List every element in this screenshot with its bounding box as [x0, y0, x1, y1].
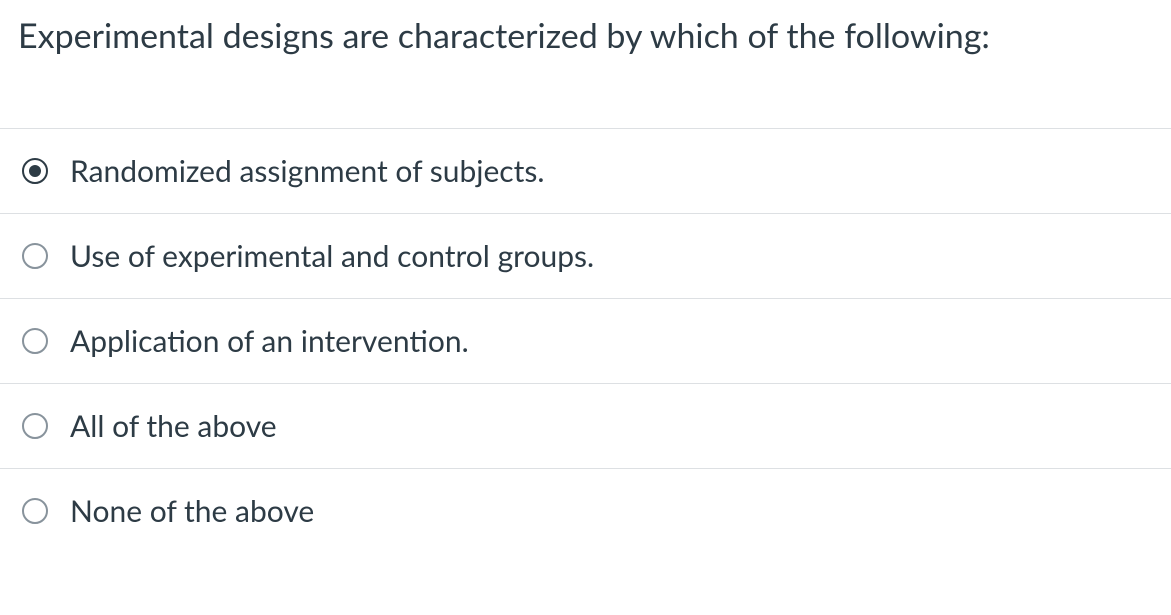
option-row-0[interactable]: Randomized assignment of subjects.	[0, 128, 1171, 213]
radio-button-3[interactable]	[22, 413, 48, 439]
option-row-1[interactable]: Use of experimental and control groups.	[0, 213, 1171, 298]
option-label-1: Use of experimental and control groups.	[70, 238, 594, 274]
option-row-2[interactable]: Application of an intervention.	[0, 298, 1171, 383]
options-list: Randomized assignment of subjects. Use o…	[0, 128, 1171, 553]
radio-button-1[interactable]	[22, 243, 48, 269]
option-label-4: None of the above	[70, 493, 314, 529]
radio-selected-icon	[29, 165, 41, 177]
option-row-4[interactable]: None of the above	[0, 468, 1171, 553]
radio-button-4[interactable]	[22, 498, 48, 524]
radio-button-0[interactable]	[22, 158, 48, 184]
option-label-2: Application of an intervention.	[70, 323, 469, 359]
option-label-0: Randomized assignment of subjects.	[70, 153, 544, 189]
radio-button-2[interactable]	[22, 328, 48, 354]
option-row-3[interactable]: All of the above	[0, 383, 1171, 468]
option-label-3: All of the above	[70, 408, 277, 444]
question-container: Experimental designs are characterized b…	[0, 0, 1171, 553]
question-text: Experimental designs are characterized b…	[0, 0, 1171, 76]
